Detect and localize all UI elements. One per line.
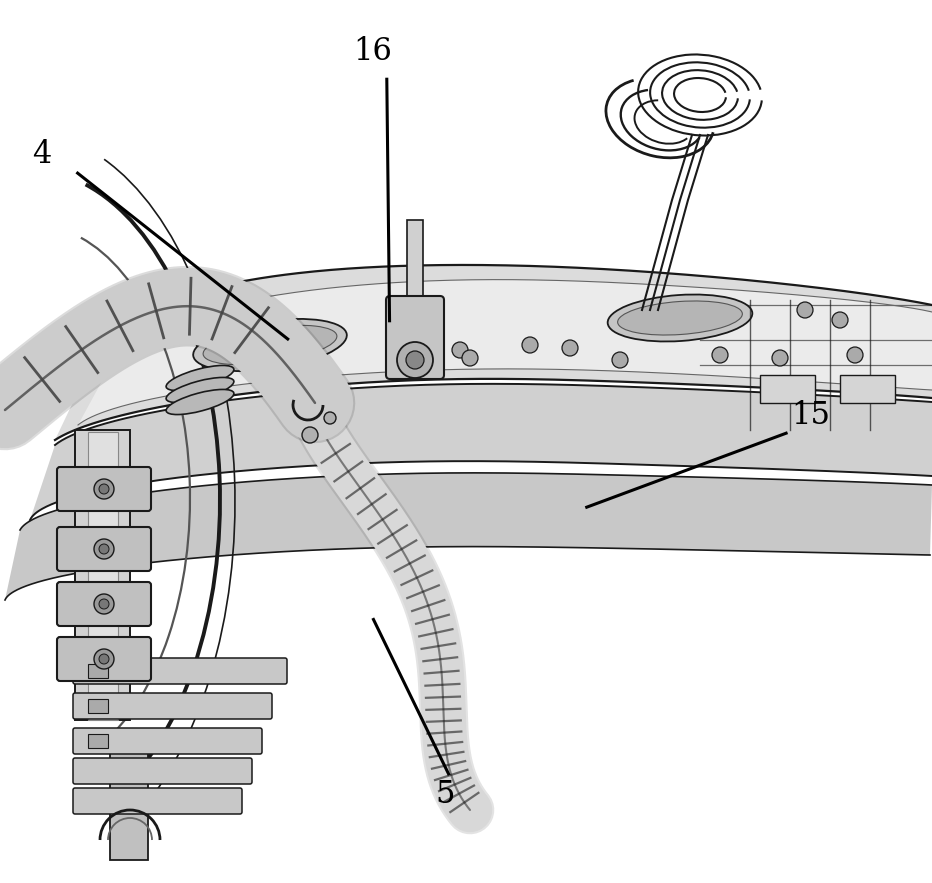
Circle shape <box>772 350 788 366</box>
FancyBboxPatch shape <box>73 658 287 684</box>
Circle shape <box>832 312 848 328</box>
Bar <box>88 432 118 720</box>
Text: 4: 4 <box>33 139 51 170</box>
Circle shape <box>406 351 424 369</box>
Ellipse shape <box>618 301 743 335</box>
Bar <box>110 740 148 860</box>
Bar <box>760 375 815 403</box>
Ellipse shape <box>203 325 336 365</box>
Ellipse shape <box>166 377 234 403</box>
Ellipse shape <box>166 366 234 390</box>
Text: 15: 15 <box>791 399 830 431</box>
Circle shape <box>99 544 109 554</box>
Circle shape <box>612 352 628 368</box>
Polygon shape <box>5 473 932 600</box>
Ellipse shape <box>193 319 347 371</box>
FancyBboxPatch shape <box>57 467 151 511</box>
Circle shape <box>712 347 728 363</box>
FancyBboxPatch shape <box>73 728 262 754</box>
FancyBboxPatch shape <box>73 758 252 784</box>
Bar <box>840 375 895 403</box>
Circle shape <box>797 302 813 318</box>
Circle shape <box>452 342 468 358</box>
Bar <box>88 664 108 678</box>
Circle shape <box>847 347 863 363</box>
Polygon shape <box>78 280 932 425</box>
Circle shape <box>324 412 336 424</box>
FancyBboxPatch shape <box>57 637 151 681</box>
FancyBboxPatch shape <box>57 582 151 626</box>
Circle shape <box>522 337 538 353</box>
Circle shape <box>99 484 109 494</box>
Circle shape <box>302 427 318 443</box>
Bar <box>88 734 108 748</box>
FancyBboxPatch shape <box>386 296 444 379</box>
Circle shape <box>462 350 478 366</box>
Circle shape <box>99 599 109 609</box>
Polygon shape <box>30 384 932 520</box>
Circle shape <box>99 654 109 664</box>
Circle shape <box>402 307 418 323</box>
Ellipse shape <box>166 389 234 414</box>
FancyBboxPatch shape <box>57 527 151 571</box>
FancyBboxPatch shape <box>73 693 272 719</box>
Text: 16: 16 <box>353 35 392 67</box>
Ellipse shape <box>608 295 752 342</box>
Circle shape <box>94 479 114 499</box>
Bar <box>407 220 423 305</box>
Bar <box>88 699 108 713</box>
Text: 5: 5 <box>436 779 455 811</box>
Bar <box>75 430 130 720</box>
Circle shape <box>397 342 433 378</box>
FancyBboxPatch shape <box>73 788 242 814</box>
Polygon shape <box>55 265 932 440</box>
Circle shape <box>94 649 114 669</box>
Circle shape <box>94 594 114 614</box>
Circle shape <box>562 340 578 356</box>
Circle shape <box>94 539 114 559</box>
